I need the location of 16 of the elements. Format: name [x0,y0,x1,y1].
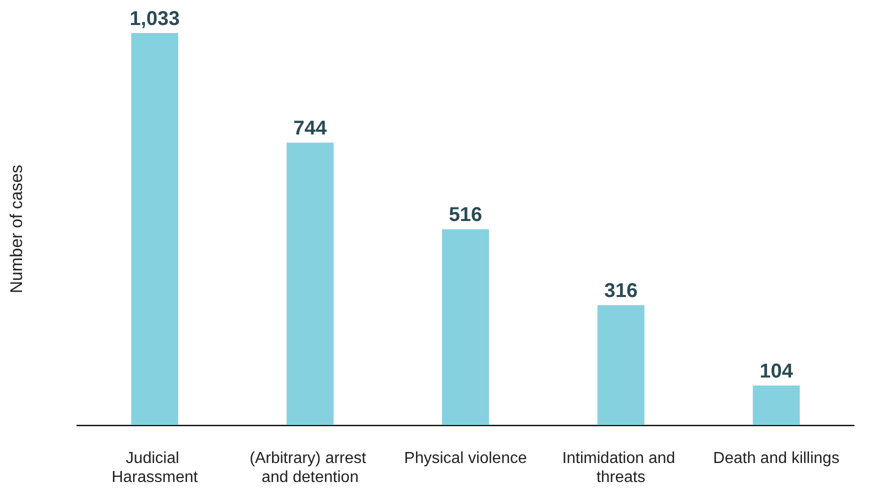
bar [131,33,178,425]
y-axis-title: Number of cases [7,164,26,294]
x-tick-label: Physical violence [404,450,527,467]
bar [752,386,800,425]
bar [442,229,489,425]
x-tick-label: Death and killings [713,450,840,467]
data-label: 316 [604,280,638,302]
data-label: 516 [448,204,482,226]
data-label: 104 [760,360,794,383]
x-tick-label: Intimidation and threats [562,450,680,486]
bar [286,142,334,425]
data-label: 744 [293,118,328,140]
bar [597,305,644,425]
data-label: 1,033 [130,8,180,30]
x-tick-label: Judicial Harassment [112,450,198,486]
x-tick-label: (Arbitrary) arrest and detention [250,450,371,486]
